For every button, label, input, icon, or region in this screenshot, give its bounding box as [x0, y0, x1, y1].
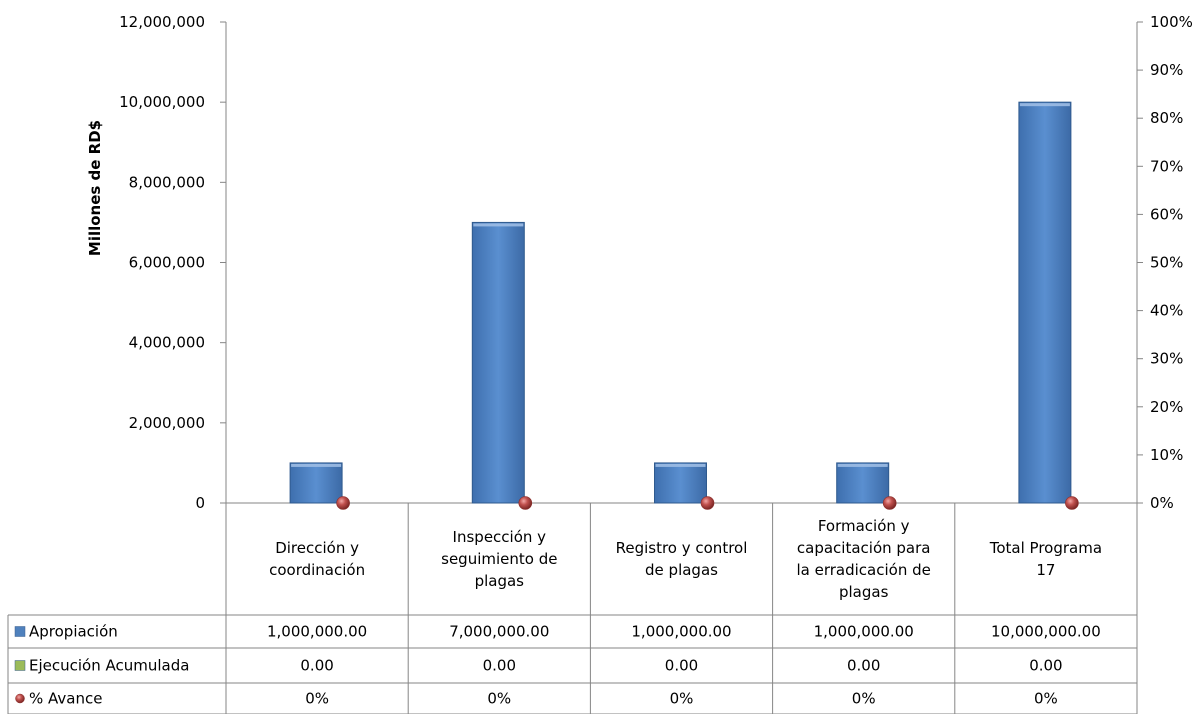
table-cell: 0% [1034, 690, 1058, 708]
y2-tick-label: 20% [1150, 398, 1183, 416]
series-name: Apropiación [29, 623, 118, 641]
marker-avance [1065, 496, 1079, 510]
y2-tick-label: 70% [1150, 157, 1183, 175]
marker-avance [518, 496, 533, 510]
y-tick-label: 6,000,000 [129, 254, 205, 272]
table-row: % Avance 0% 0% 0% 0% 0% [15, 690, 1058, 708]
y2-tick-label: 80% [1150, 109, 1183, 127]
category-label: Total Programa 17 [989, 539, 1102, 579]
series-name: % Avance [29, 690, 102, 708]
table-cell: 0% [487, 690, 511, 708]
table-cell: 0% [852, 690, 876, 708]
y-tick-label: 10,000,000 [119, 93, 205, 111]
category-label: Inspección y seguimiento de plagas [441, 528, 557, 590]
legend-key [15, 693, 25, 704]
y-tick-label: 8,000,000 [129, 173, 205, 191]
table-cell: 1,000,000.00 [814, 623, 914, 641]
y-tick-label: 0 [195, 494, 205, 512]
y2-tick-label: 30% [1150, 350, 1183, 368]
table-cell: 7,000,000.00 [449, 623, 549, 641]
y2-tick-label: 0% [1150, 494, 1174, 512]
y2-tick-label: 90% [1150, 61, 1183, 79]
bars [289, 101, 1072, 504]
y2-tick-label: 100% [1150, 13, 1193, 31]
table-cell: 0.00 [300, 657, 333, 675]
marker-avance [336, 496, 350, 510]
bar [836, 462, 890, 504]
bar [289, 462, 343, 504]
legend-key [14, 660, 26, 671]
bar [1018, 101, 1072, 504]
table-cell: 0% [670, 690, 694, 708]
table-cell: 0.00 [847, 657, 880, 675]
marker-avance [882, 496, 897, 510]
category-labels: Dirección y coordinación Inspección y segui… [269, 517, 1102, 601]
series-name: Ejecución Acumulada [29, 657, 189, 675]
y2-tick-label: 50% [1150, 254, 1183, 272]
y-axis-title: Millones de RD$ [86, 120, 104, 256]
bar [654, 462, 707, 504]
y-tick-label: 2,000,000 [129, 414, 205, 432]
table-cell: 1,000,000.00 [631, 623, 731, 641]
marker-avance [700, 496, 715, 510]
table-row: Ejecución Acumulada 0.00 0.00 0.00 0.00 0.00 [14, 657, 1063, 675]
table-cell: 0% [305, 690, 329, 708]
category-label: Registro y control de plagas [616, 539, 748, 579]
y2-tick-label: 40% [1150, 302, 1183, 320]
category-label: Formación y capacitación para la erradicac… [797, 517, 931, 601]
y-tick-label: 4,000,000 [129, 334, 205, 352]
table-cell: 0.00 [1029, 657, 1062, 675]
y-tick-label: 12,000,000 [119, 13, 205, 31]
category-label: Dirección y coordinación [269, 539, 365, 579]
table-cell: 1,000,000.00 [267, 623, 367, 641]
bar [471, 221, 525, 504]
axes: 0 2,000,000 4,000,000 6,000,000 8,000,000 10,… [119, 13, 1193, 512]
y2-tick-label: 60% [1150, 205, 1183, 223]
table-cell: 0.00 [483, 657, 516, 675]
y2-tick-label: 10% [1150, 446, 1183, 464]
legend-key [14, 626, 26, 637]
markers [336, 496, 1079, 510]
table-cell: 10,000,000.00 [991, 623, 1101, 641]
data-table: Apropiación 1,000,000.00 7,000,000.00 1,000… [7, 503, 1138, 714]
table-row: Apropiación 1,000,000.00 7,000,000.00 1,000… [14, 623, 1101, 641]
table-cell: 0.00 [665, 657, 698, 675]
